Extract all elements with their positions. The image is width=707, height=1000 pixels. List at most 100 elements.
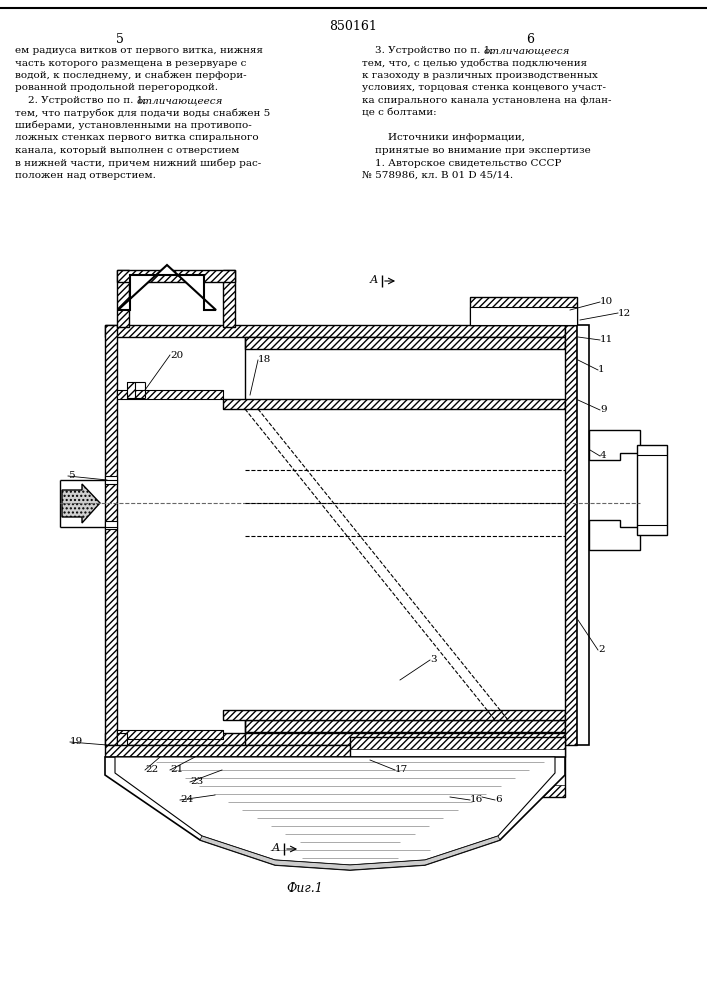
Bar bbox=[223, 399, 565, 409]
Text: тем, что патрубок для подачи воды снабжен 5: тем, что патрубок для подачи воды снабже… bbox=[15, 108, 270, 118]
Bar bbox=[220, 774, 227, 779]
Bar bbox=[117, 733, 127, 745]
Polygon shape bbox=[118, 265, 216, 310]
Bar bbox=[470, 297, 577, 307]
Text: 21: 21 bbox=[170, 766, 183, 774]
Text: 6: 6 bbox=[526, 33, 534, 46]
Text: 5: 5 bbox=[116, 33, 124, 46]
Text: 1: 1 bbox=[598, 365, 604, 374]
Bar bbox=[117, 390, 223, 399]
Bar bbox=[117, 730, 223, 739]
Bar bbox=[105, 733, 565, 745]
Bar bbox=[217, 757, 227, 799]
Bar bbox=[245, 720, 565, 732]
Bar bbox=[105, 325, 117, 745]
Polygon shape bbox=[589, 520, 640, 550]
Bar bbox=[117, 270, 235, 282]
Text: 10: 10 bbox=[600, 298, 613, 306]
Text: условиях, торцовая стенка концевого участ-: условиях, торцовая стенка концевого учас… bbox=[362, 84, 606, 93]
Bar bbox=[117, 270, 129, 327]
Bar bbox=[350, 785, 565, 797]
Bar bbox=[105, 325, 565, 337]
Text: ем радиуса витков от первого витка, нижняя: ем радиуса витков от первого витка, нижн… bbox=[15, 46, 263, 55]
Text: отличающееся: отличающееся bbox=[137, 96, 223, 105]
Text: 20: 20 bbox=[170, 351, 183, 360]
Text: А: А bbox=[370, 275, 378, 285]
Bar bbox=[105, 325, 117, 745]
Text: 19: 19 bbox=[70, 738, 83, 746]
Text: положен над отверстием.: положен над отверстием. bbox=[15, 171, 156, 180]
Bar bbox=[105, 745, 565, 757]
Bar bbox=[223, 710, 565, 720]
Text: к газоходу в различных производственных: к газоходу в различных производственных bbox=[362, 71, 598, 80]
Bar bbox=[223, 270, 235, 327]
Text: Источники информации,: Источники информации, bbox=[362, 133, 525, 142]
Text: в нижней части, причем нижний шибер рас-: в нижней части, причем нижний шибер рас- bbox=[15, 158, 262, 168]
Polygon shape bbox=[105, 757, 565, 870]
Bar bbox=[117, 733, 127, 745]
Text: 2: 2 bbox=[598, 646, 604, 654]
Polygon shape bbox=[200, 836, 500, 870]
Bar bbox=[565, 325, 577, 745]
Polygon shape bbox=[62, 484, 100, 523]
Bar bbox=[245, 337, 565, 349]
Text: канала, который выполнен с отверстием: канала, который выполнен с отверстием bbox=[15, 146, 240, 155]
Text: шиберами, установленными на противопо-: шиберами, установленными на противопо- bbox=[15, 121, 252, 130]
Text: 9: 9 bbox=[600, 406, 607, 414]
Bar bbox=[127, 382, 135, 398]
Text: ложных стенках первого витка спирального: ложных стенках первого витка спирального bbox=[15, 133, 259, 142]
Text: 11: 11 bbox=[600, 336, 613, 344]
Text: 6: 6 bbox=[495, 796, 502, 804]
Text: 22: 22 bbox=[145, 766, 158, 774]
Bar bbox=[223, 270, 235, 327]
Text: 12: 12 bbox=[618, 308, 631, 318]
Text: 16: 16 bbox=[470, 796, 484, 804]
Text: це с болтами:: це с болтами: bbox=[362, 108, 437, 117]
Bar bbox=[127, 382, 135, 398]
Text: 23: 23 bbox=[190, 778, 203, 786]
Text: отличающееся: отличающееся bbox=[484, 46, 571, 55]
Text: Фиг.1: Фиг.1 bbox=[286, 882, 323, 895]
Text: 1. Авторское свидетельство СССР: 1. Авторское свидетельство СССР bbox=[362, 158, 561, 167]
Bar bbox=[105, 745, 565, 757]
Bar bbox=[117, 390, 223, 399]
Polygon shape bbox=[589, 430, 640, 460]
Text: 18: 18 bbox=[258, 356, 271, 364]
Text: 17: 17 bbox=[395, 766, 408, 774]
Bar bbox=[350, 737, 565, 749]
Bar bbox=[105, 733, 565, 745]
Bar bbox=[117, 270, 235, 282]
Text: 3: 3 bbox=[430, 656, 437, 664]
Text: 4: 4 bbox=[600, 452, 607, 460]
Bar bbox=[223, 710, 565, 720]
Bar bbox=[223, 399, 565, 409]
Text: рованной продольной перегородкой.: рованной продольной перегородкой. bbox=[15, 84, 218, 93]
Text: 5: 5 bbox=[68, 472, 75, 481]
Bar bbox=[565, 325, 577, 745]
Bar bbox=[577, 325, 589, 745]
Bar bbox=[117, 730, 223, 739]
Bar bbox=[117, 270, 129, 327]
Text: часть которого размещена в резервуаре с: часть которого размещена в резервуаре с bbox=[15, 58, 246, 68]
Bar bbox=[245, 720, 565, 732]
Text: А: А bbox=[271, 843, 280, 853]
Bar bbox=[470, 307, 577, 325]
Bar bbox=[637, 445, 667, 535]
Text: 24: 24 bbox=[180, 796, 193, 804]
Bar bbox=[105, 325, 565, 337]
Text: № 578986, кл. В 01 D 45/14.: № 578986, кл. В 01 D 45/14. bbox=[362, 171, 513, 180]
Text: 3. Устройство по п. 1,: 3. Устройство по п. 1, bbox=[362, 46, 497, 55]
Text: принятые во внимание при экспертизе: принятые во внимание при экспертизе bbox=[362, 146, 591, 155]
Bar bbox=[350, 737, 565, 797]
Text: 2. Устройство по п. 1,: 2. Устройство по п. 1, bbox=[15, 96, 150, 105]
Text: тем, что, с целью удобства подключения: тем, что, с целью удобства подключения bbox=[362, 58, 587, 68]
Bar bbox=[245, 337, 565, 349]
Text: 850161: 850161 bbox=[329, 20, 377, 33]
Text: водой, к последнему, и снабжен перфори-: водой, к последнему, и снабжен перфори- bbox=[15, 71, 247, 81]
Bar bbox=[470, 297, 577, 325]
Bar bbox=[105, 476, 117, 484]
Bar bbox=[105, 521, 117, 529]
Bar bbox=[220, 762, 227, 767]
Text: ка спирального канала установлена на флан-: ка спирального канала установлена на фла… bbox=[362, 96, 612, 105]
Polygon shape bbox=[115, 757, 555, 865]
